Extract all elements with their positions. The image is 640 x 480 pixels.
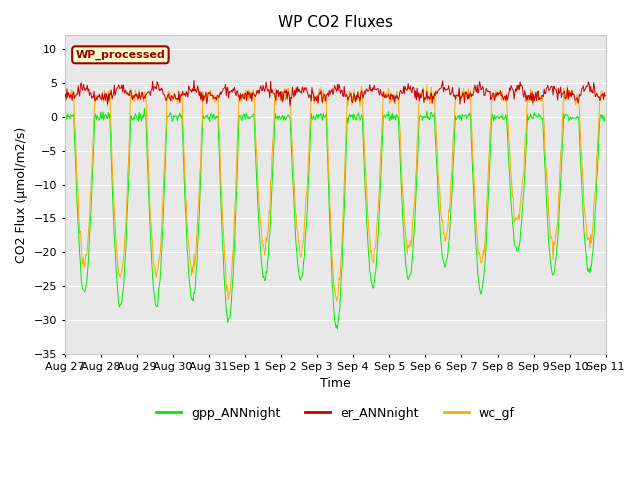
- Title: WP CO2 Fluxes: WP CO2 Fluxes: [278, 15, 393, 30]
- Y-axis label: CO2 Flux (μmol/m2/s): CO2 Flux (μmol/m2/s): [15, 127, 28, 263]
- Legend: gpp_ANNnight, er_ANNnight, wc_gf: gpp_ANNnight, er_ANNnight, wc_gf: [151, 402, 520, 425]
- Text: WP_processed: WP_processed: [76, 49, 165, 60]
- X-axis label: Time: Time: [320, 377, 351, 390]
